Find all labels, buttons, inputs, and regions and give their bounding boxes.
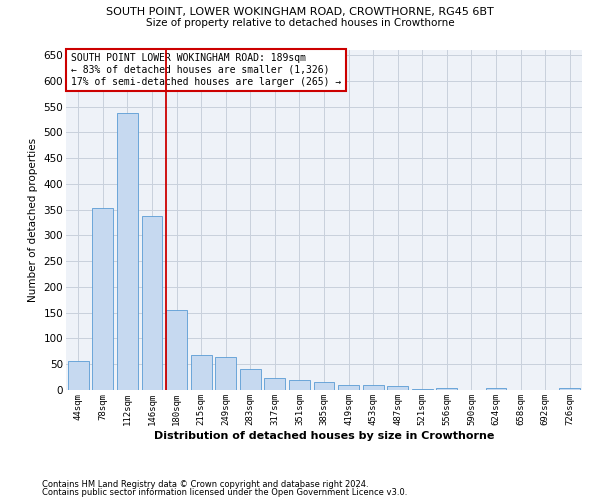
Bar xyxy=(117,113,138,390)
Bar xyxy=(412,389,433,390)
Bar xyxy=(68,360,89,390)
Bar xyxy=(289,380,310,390)
Text: Size of property relative to detached houses in Crowthorne: Size of property relative to detached ho… xyxy=(146,18,454,28)
Bar xyxy=(314,382,334,390)
Bar xyxy=(362,386,383,390)
Bar xyxy=(436,388,457,390)
Bar xyxy=(240,370,261,390)
Bar xyxy=(215,356,236,390)
Bar xyxy=(265,378,286,390)
Bar xyxy=(387,386,408,390)
Bar xyxy=(92,208,113,390)
Text: Contains HM Land Registry data © Crown copyright and database right 2024.: Contains HM Land Registry data © Crown c… xyxy=(42,480,368,489)
Text: SOUTH POINT LOWER WOKINGHAM ROAD: 189sqm
← 83% of detached houses are smaller (1: SOUTH POINT LOWER WOKINGHAM ROAD: 189sqm… xyxy=(71,54,341,86)
Bar xyxy=(559,388,580,390)
Bar xyxy=(191,355,212,390)
Y-axis label: Number of detached properties: Number of detached properties xyxy=(28,138,38,302)
Bar xyxy=(338,385,359,390)
Text: SOUTH POINT, LOWER WOKINGHAM ROAD, CROWTHORNE, RG45 6BT: SOUTH POINT, LOWER WOKINGHAM ROAD, CROWT… xyxy=(106,8,494,18)
Bar xyxy=(166,310,187,390)
Bar xyxy=(485,388,506,390)
X-axis label: Distribution of detached houses by size in Crowthorne: Distribution of detached houses by size … xyxy=(154,430,494,440)
Bar xyxy=(142,216,163,390)
Text: Contains public sector information licensed under the Open Government Licence v3: Contains public sector information licen… xyxy=(42,488,407,497)
